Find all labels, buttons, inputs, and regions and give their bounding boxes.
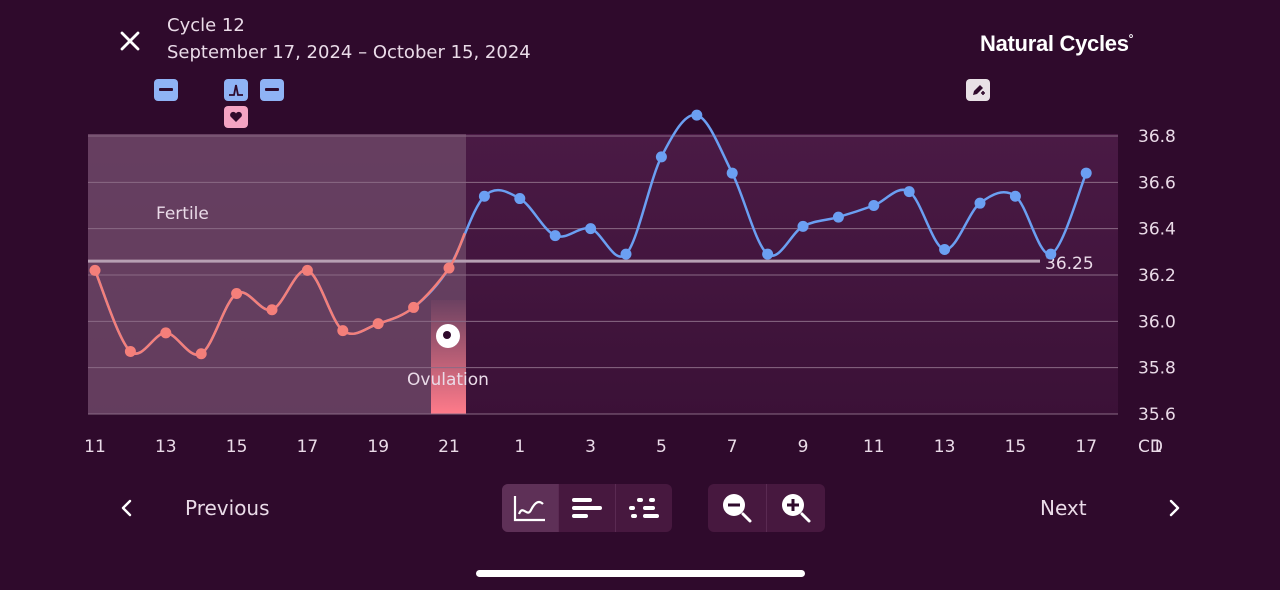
temperature-point[interactable] — [974, 197, 986, 209]
y-tick-label: 35.6 — [1138, 405, 1176, 425]
next-label: Next — [1040, 496, 1087, 520]
chevron-right-icon — [1169, 499, 1179, 517]
x-tick-label: 3 — [585, 437, 596, 457]
x-tick-label: 11 — [863, 437, 885, 457]
x-tick-label: 21 — [438, 437, 460, 457]
close-icon[interactable] — [116, 27, 144, 55]
temperature-point[interactable] — [478, 190, 490, 202]
dots-icon — [629, 498, 659, 518]
temperature-point[interactable] — [408, 301, 420, 313]
brand-logo: Natural Cycles° — [980, 31, 1134, 56]
cycle-title: Cycle 12 — [167, 15, 245, 36]
x-tick-label: 1 — [514, 437, 525, 457]
temperature-point[interactable] — [903, 186, 915, 198]
x-tick-label: 17 — [297, 437, 319, 457]
temperature-point[interactable] — [762, 248, 774, 260]
temperature-point[interactable] — [372, 318, 384, 330]
chevron-left-icon — [121, 499, 132, 517]
temperature-point[interactable] — [195, 348, 207, 360]
temperature-point[interactable] — [1080, 167, 1092, 179]
cycle-date-range: September 17, 2024 – October 15, 2024 — [167, 42, 531, 63]
zoom-in-button[interactable] — [767, 484, 825, 532]
y-tick-label: 36.0 — [1138, 312, 1176, 332]
temperature-point[interactable] — [1009, 190, 1021, 202]
zoom-out-icon — [723, 494, 752, 523]
bars-view-button[interactable] — [559, 484, 616, 532]
x-tick-label: 17 — [1075, 437, 1097, 457]
previous-label: Previous — [185, 496, 270, 520]
y-tick-label: 36.6 — [1138, 173, 1176, 193]
temperature-point[interactable] — [160, 327, 172, 339]
fertile-label: Fertile — [156, 204, 209, 224]
spotting-tag-icon[interactable] — [260, 79, 284, 101]
y-tick-label: 36.4 — [1138, 220, 1176, 240]
temperature-point[interactable] — [726, 167, 738, 179]
spotting-tag-icon[interactable] — [154, 79, 178, 101]
temperature-point[interactable] — [549, 230, 561, 242]
y-tick-label: 36.8 — [1138, 127, 1176, 147]
temperature-point[interactable] — [337, 325, 349, 337]
zoom-in-icon — [782, 494, 811, 523]
x-tick-label: 11 — [84, 437, 106, 457]
temperature-point[interactable] — [939, 244, 951, 256]
temperature-point[interactable] — [443, 262, 455, 274]
heart-tag-icon[interactable] — [224, 106, 248, 128]
x-tick-label: 13 — [934, 437, 956, 457]
lh-test-tag-icon[interactable] — [224, 79, 248, 101]
x-tick-label: 15 — [226, 437, 248, 457]
ovulation-icon — [436, 324, 460, 348]
x-tick-label: 9 — [798, 437, 809, 457]
temperature-chart[interactable]: 36.836.636.436.236.035.835.611 13 15 17 19 21… — [0, 0, 1280, 470]
x-tick-label: 19 — [367, 437, 389, 457]
graph-view-button[interactable] — [502, 484, 559, 532]
x-tick-label: 7 — [727, 437, 738, 457]
cover-line-label: 36.25 — [1045, 254, 1094, 274]
cycle-day-unit: CD — [1138, 437, 1163, 457]
temperature-point[interactable] — [691, 109, 703, 121]
ovulation-band — [431, 300, 466, 414]
temperature-point[interactable] — [89, 264, 101, 276]
temperature-point[interactable] — [655, 151, 667, 163]
zoom-controls — [708, 484, 825, 532]
temperature-point[interactable] — [301, 264, 313, 276]
edit-data-icon[interactable] — [966, 79, 990, 101]
temperature-point[interactable] — [231, 288, 243, 300]
next-cycle-button[interactable]: Next — [1040, 488, 1185, 528]
dots-view-button[interactable] — [616, 484, 672, 532]
y-tick-label: 35.8 — [1138, 359, 1176, 379]
previous-cycle-button[interactable]: Previous — [116, 488, 270, 528]
x-tick-label: 1 — [1152, 437, 1163, 457]
temperature-point[interactable] — [868, 200, 880, 211]
temperature-point[interactable] — [514, 193, 526, 205]
x-tick-label: 5 — [656, 437, 667, 457]
zoom-out-button[interactable] — [708, 484, 767, 532]
x-tick-label: 15 — [1005, 437, 1027, 457]
ovulation-label: Ovulation — [407, 370, 489, 390]
temperature-point[interactable] — [124, 345, 136, 357]
x-tick-label: 13 — [155, 437, 177, 457]
y-tick-label: 36.2 — [1138, 266, 1176, 286]
temperature-point[interactable] — [832, 211, 844, 223]
line-graph-icon — [513, 496, 545, 522]
bars-icon — [572, 498, 602, 518]
temperature-point[interactable] — [585, 223, 597, 235]
home-indicator[interactable] — [476, 570, 805, 577]
temperature-point[interactable] — [797, 220, 809, 232]
temperature-point[interactable] — [1045, 248, 1057, 260]
temperature-point[interactable] — [266, 304, 278, 316]
temperature-point[interactable] — [620, 248, 632, 260]
view-mode-switcher — [502, 484, 672, 532]
